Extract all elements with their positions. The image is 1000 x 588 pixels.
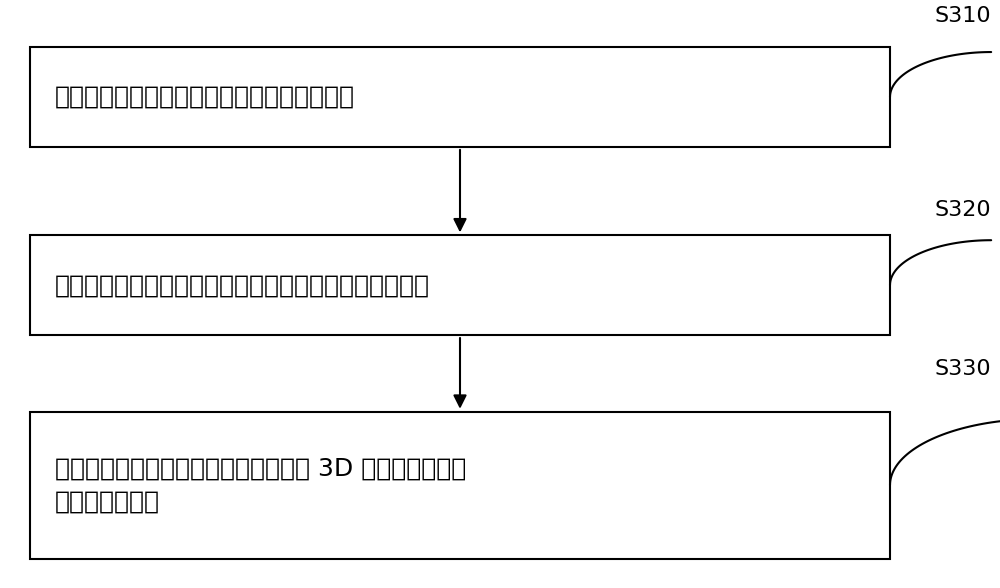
Text: 根据所述第一作用时间获得所述第一敏感性药物的总药量: 根据所述第一作用时间获得所述第一敏感性药物的总药量 [55, 273, 430, 297]
Text: S330: S330 [935, 359, 992, 379]
Text: 获得所述第一敏感性药物的所需第一作用时间: 获得所述第一敏感性药物的所需第一作用时间 [55, 85, 355, 109]
Text: 根据所述总药量确定所述加入所述生物 3D 打印机中的第一
膏状材料的重量: 根据所述总药量确定所述加入所述生物 3D 打印机中的第一 膏状材料的重量 [55, 456, 466, 514]
Bar [30, 235, 890, 335]
Text: S310: S310 [935, 6, 992, 26]
Bar [30, 412, 890, 559]
Bar [30, 47, 890, 147]
Text: S320: S320 [935, 201, 992, 220]
